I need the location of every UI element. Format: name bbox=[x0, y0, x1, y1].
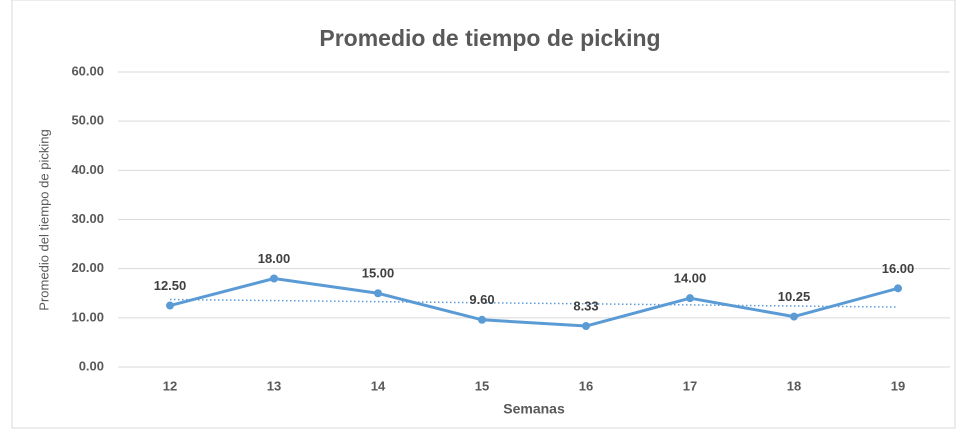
chart-title: Promedio de tiempo de picking bbox=[319, 25, 660, 51]
point bbox=[582, 322, 590, 331]
x-tick-label: 15 bbox=[475, 378, 489, 393]
y-axis-label: Promedio del tiempo de picking bbox=[36, 129, 51, 310]
data-label: 15.00 bbox=[362, 266, 395, 281]
y-tick-label: 50.00 bbox=[71, 113, 104, 128]
x-tick-label: 14 bbox=[371, 378, 386, 393]
line-series bbox=[169, 277, 899, 328]
y-tick-label: 60.00 bbox=[71, 63, 104, 78]
data-label: 18.00 bbox=[258, 251, 291, 266]
y-tick-label: 10.00 bbox=[71, 309, 104, 324]
point bbox=[478, 315, 486, 324]
point bbox=[270, 274, 278, 283]
x-tick-label: 17 bbox=[683, 378, 697, 393]
data-label: 12.50 bbox=[154, 278, 187, 293]
data-label: 14.00 bbox=[674, 271, 707, 286]
y-tick-label: 20.00 bbox=[71, 260, 104, 275]
point bbox=[166, 301, 174, 310]
x-tick-label: 16 bbox=[579, 378, 593, 393]
data-label: 9.60 bbox=[469, 292, 494, 307]
x-tick-label: 13 bbox=[267, 378, 281, 393]
data-label: 16.00 bbox=[882, 261, 915, 276]
data-label: 10.25 bbox=[778, 289, 811, 304]
y-tick-label: 40.00 bbox=[71, 162, 104, 177]
point bbox=[790, 312, 798, 321]
point bbox=[374, 289, 382, 298]
data-label: 8.33 bbox=[573, 298, 598, 313]
y-tick-label: 30.00 bbox=[71, 211, 104, 226]
point bbox=[894, 284, 902, 293]
chart-border bbox=[11, 0, 956, 429]
x-tick-label: 19 bbox=[891, 378, 905, 393]
y-tick-label: 0.00 bbox=[79, 358, 104, 373]
trendline bbox=[169, 298, 899, 308]
x-tick-label: 18 bbox=[787, 378, 801, 393]
x-tick-label: 12 bbox=[163, 378, 177, 393]
x-axis-label: Semanas bbox=[503, 401, 565, 417]
point bbox=[686, 294, 694, 303]
